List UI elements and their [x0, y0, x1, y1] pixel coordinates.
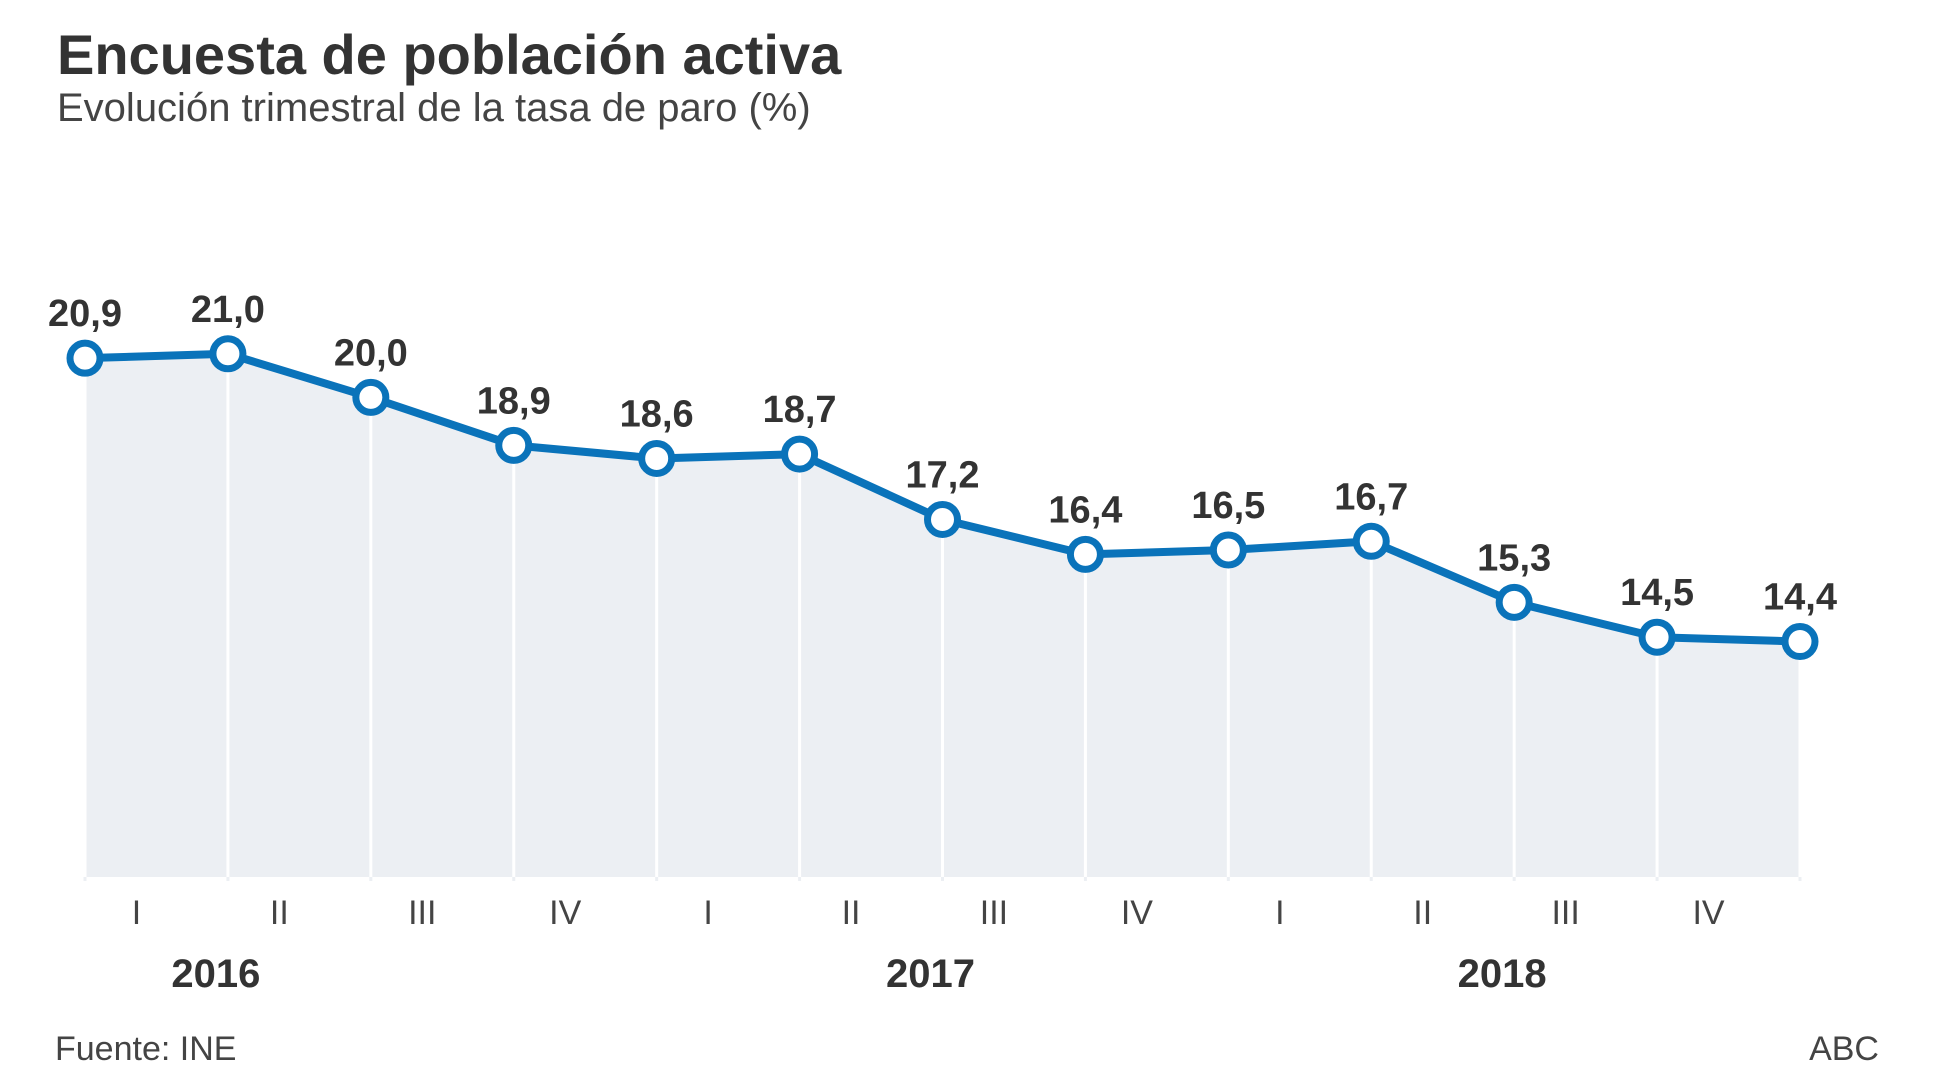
chart-title: Encuesta de población activa	[57, 23, 842, 86]
quarter-label: III	[980, 894, 1008, 932]
data-point	[1352, 522, 1390, 560]
quarter-label: IV	[1121, 894, 1153, 932]
data-label: 18,6	[620, 393, 694, 435]
quarter-label: III	[1551, 894, 1579, 932]
data-label: 16,4	[1048, 489, 1122, 531]
data-label: 18,9	[477, 380, 551, 422]
quarter-label: I	[703, 894, 712, 932]
year-label: 2017	[886, 952, 975, 996]
data-point	[1638, 618, 1676, 656]
data-label: 16,7	[1334, 476, 1408, 518]
data-point	[638, 439, 676, 477]
data-label: 18,7	[763, 389, 837, 431]
data-point	[781, 435, 819, 473]
data-point	[1781, 623, 1819, 661]
credit-label: ABC	[1809, 1030, 1879, 1068]
source-note: Fuente: INE	[55, 1030, 237, 1068]
data-label: 21,0	[191, 289, 265, 331]
data-point	[1209, 531, 1247, 569]
data-label: 15,3	[1477, 537, 1551, 579]
chart-subtitle: Evolución trimestral de la tasa de paro …	[57, 86, 811, 130]
data-label: 20,0	[334, 332, 408, 374]
data-label: 20,9	[48, 293, 122, 335]
year-label: 2018	[1458, 952, 1547, 996]
quarter-label: I	[1275, 894, 1284, 932]
quarter-label: III	[408, 894, 436, 932]
quarter-label: II	[270, 894, 289, 932]
data-label: 16,5	[1191, 485, 1265, 527]
year-label: 2016	[171, 952, 260, 996]
quarter-label: II	[842, 894, 861, 932]
line-chart: 20,9 21,0 20,0 18,9 18,6 18,7 17,2 16,4 16,5 16,7…	[48, 289, 1837, 996]
data-point	[209, 335, 247, 373]
quarter-label: IV	[1692, 894, 1724, 932]
quarter-label: I	[132, 894, 141, 932]
data-label: 14,5	[1620, 572, 1694, 614]
data-point	[924, 500, 961, 538]
data-point	[1495, 583, 1533, 621]
data-point	[352, 378, 390, 416]
data-label: 14,4	[1763, 577, 1837, 619]
quarter-label: II	[1413, 894, 1432, 932]
data-point	[66, 339, 104, 377]
quarter-label: IV	[549, 894, 581, 932]
data-point	[495, 426, 533, 464]
data-label: 17,2	[906, 454, 980, 496]
data-point	[1066, 535, 1104, 573]
